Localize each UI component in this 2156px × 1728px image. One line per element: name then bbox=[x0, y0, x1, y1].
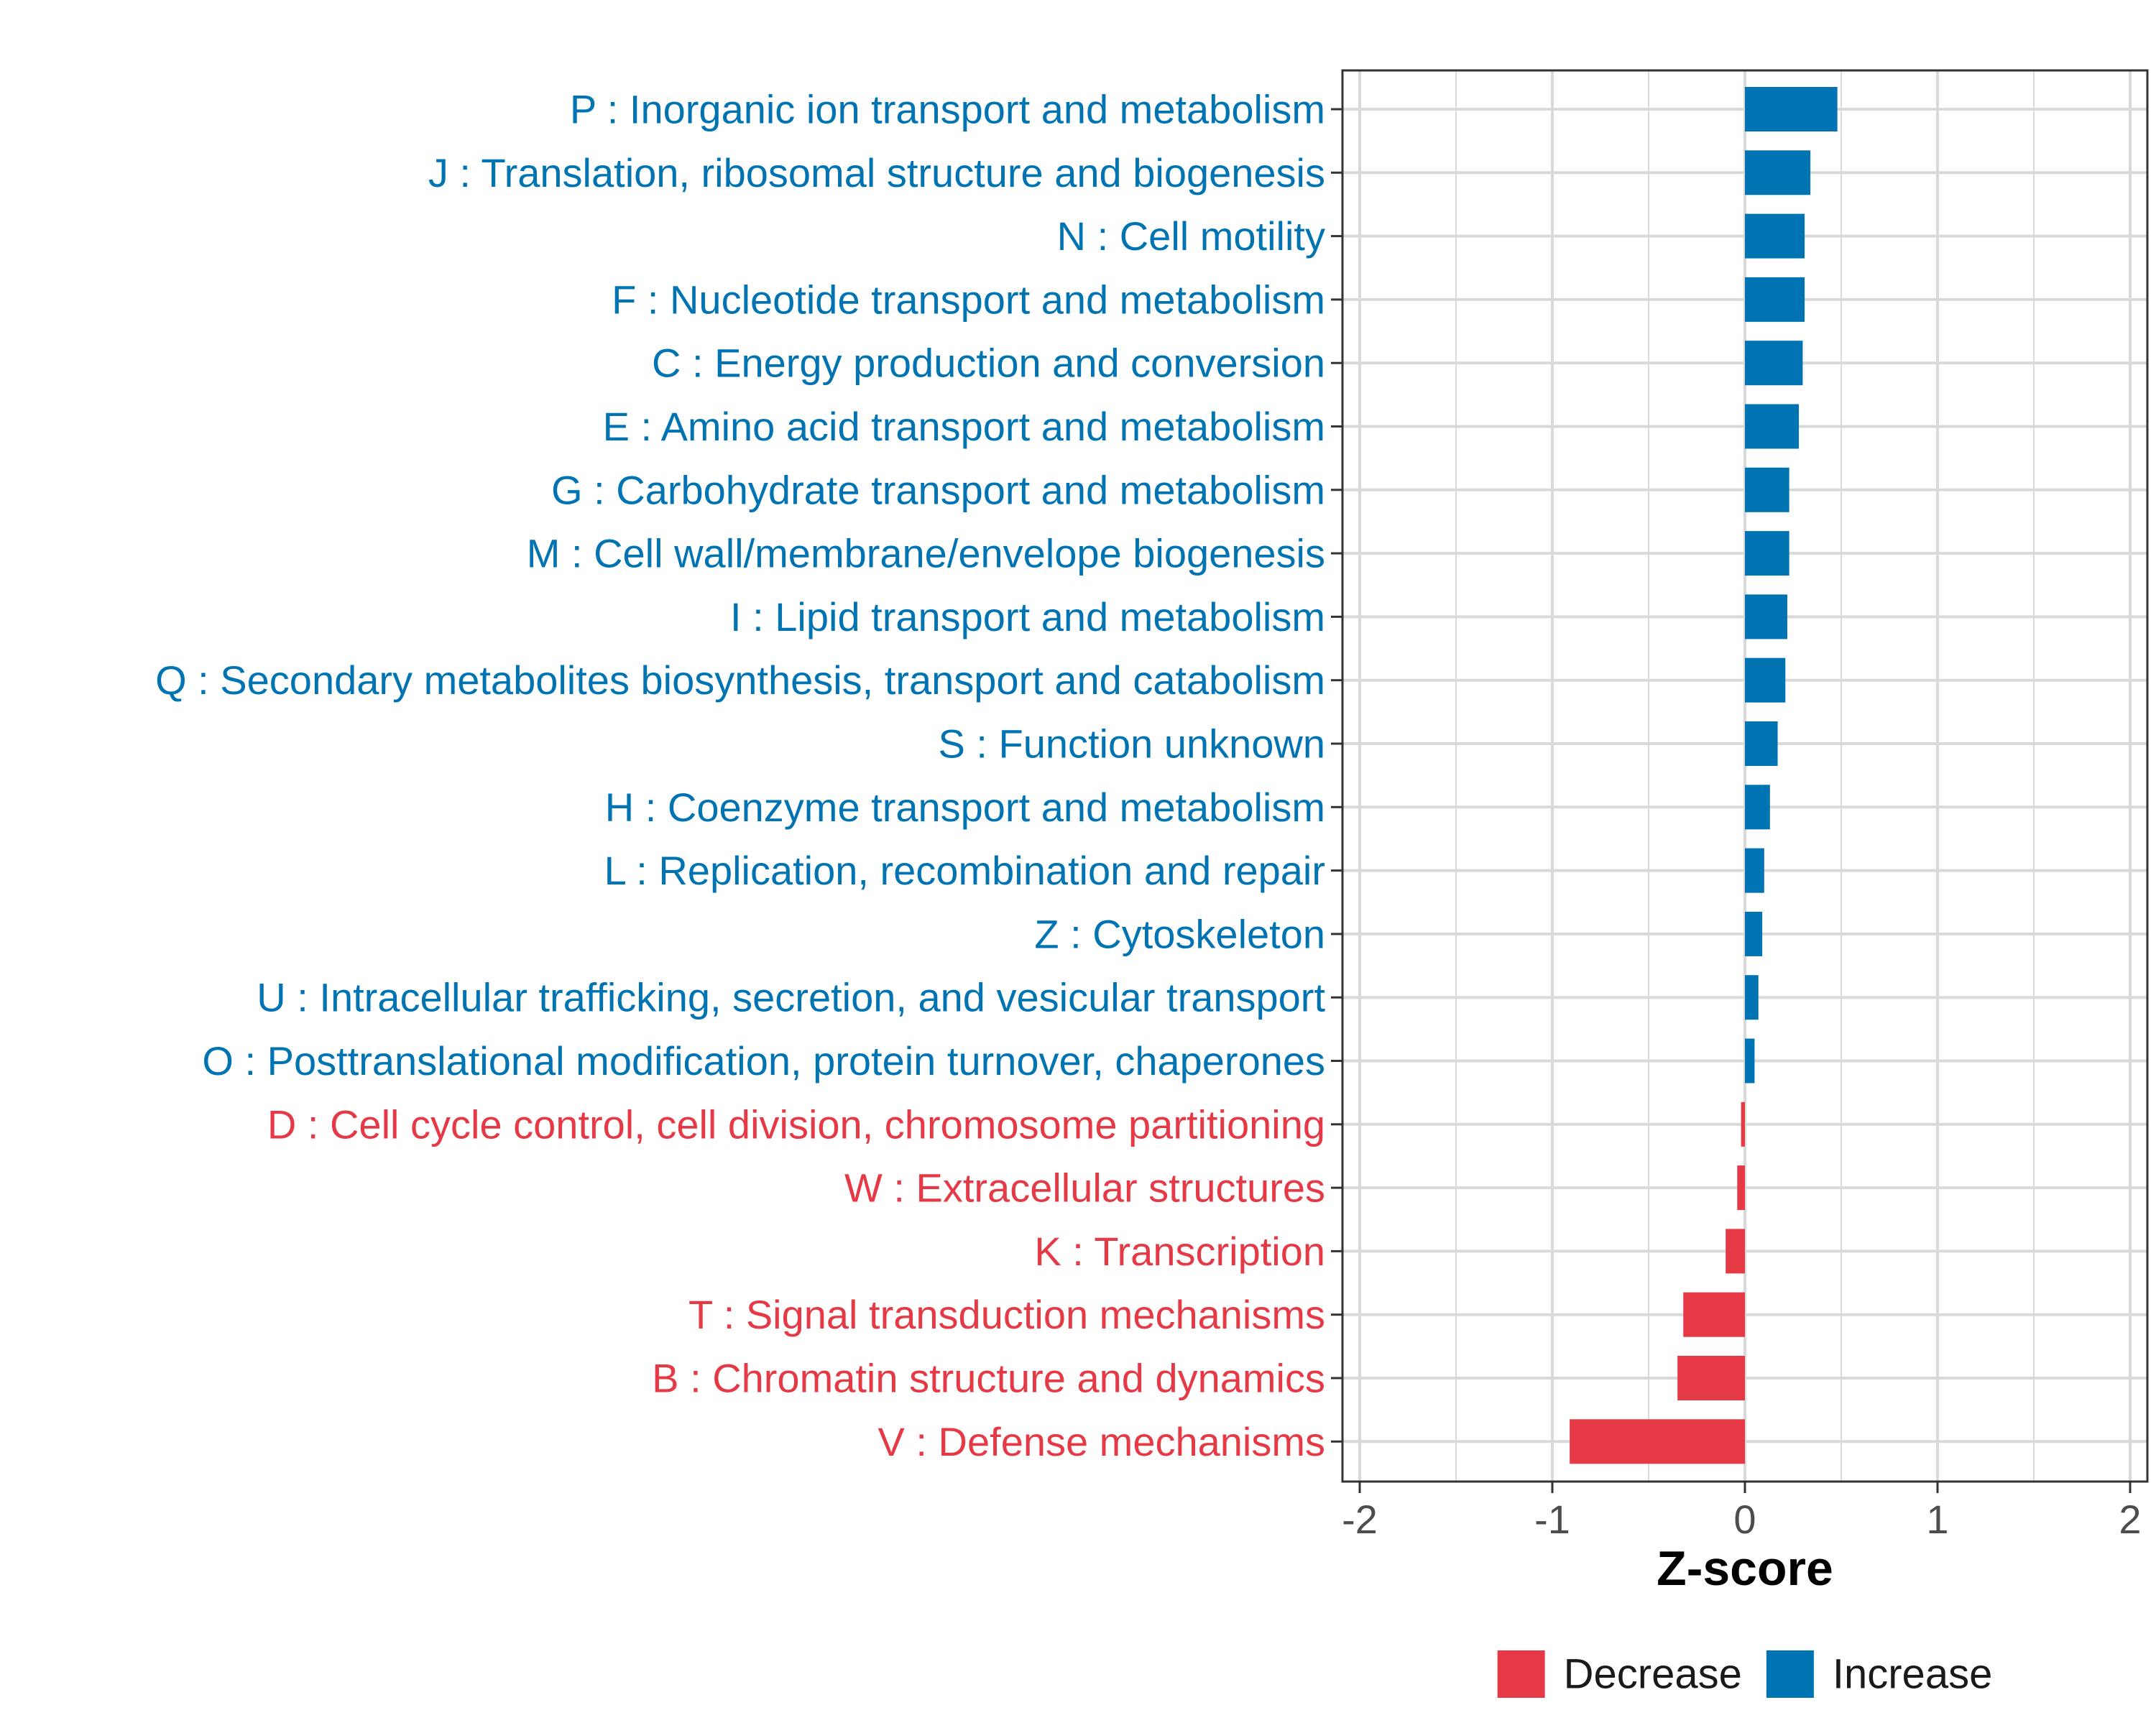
bar bbox=[1745, 341, 1803, 386]
category-label: Q : Secondary metabolites biosynthesis, … bbox=[155, 657, 1325, 703]
category-label: K : Transcription bbox=[1034, 1229, 1325, 1274]
category-label: B : Chromatin structure and dynamics bbox=[652, 1356, 1325, 1401]
x-axis-ticks: -2 -1 0 1 2 bbox=[1342, 1482, 2142, 1542]
bar bbox=[1745, 785, 1770, 830]
category-label: V : Defense mechanisms bbox=[878, 1419, 1325, 1464]
bar bbox=[1745, 848, 1764, 893]
legend-key bbox=[1497, 1650, 1545, 1698]
bar bbox=[1677, 1356, 1745, 1400]
category-label: W : Extracellular structures bbox=[844, 1165, 1325, 1211]
category-label: C : Energy production and conversion bbox=[652, 341, 1325, 386]
bar bbox=[1745, 213, 1805, 259]
bar bbox=[1745, 467, 1789, 512]
category-labels: P : Inorganic ion transport and metaboli… bbox=[155, 87, 1342, 1464]
category-label: P : Inorganic ion transport and metaboli… bbox=[570, 87, 1325, 132]
x-tick-label: 0 bbox=[1733, 1497, 1756, 1542]
category-label: J : Translation, ribosomal structure and… bbox=[428, 150, 1325, 195]
legend: Decrease Increase bbox=[1497, 1650, 1992, 1698]
category-label: O : Posttranslational modification, prot… bbox=[202, 1038, 1325, 1084]
category-label: E : Amino acid transport and metabolism bbox=[603, 404, 1325, 449]
category-label: F : Nucleotide transport and metabolism bbox=[612, 277, 1325, 322]
bar bbox=[1745, 531, 1789, 576]
bar bbox=[1745, 404, 1800, 449]
category-label: D : Cell cycle control, cell division, c… bbox=[267, 1101, 1325, 1147]
x-tick-label: -2 bbox=[1342, 1497, 1378, 1542]
legend-label: Increase bbox=[1833, 1651, 1992, 1698]
category-label: U : Intracellular trafficking, secretion… bbox=[257, 975, 1325, 1020]
bar bbox=[1737, 1165, 1745, 1211]
x-tick-label: 2 bbox=[2119, 1497, 2141, 1542]
bar bbox=[1745, 911, 1763, 956]
x-tick-label: -1 bbox=[1534, 1497, 1570, 1542]
bar bbox=[1570, 1419, 1745, 1464]
bar bbox=[1745, 594, 1787, 639]
legend-key bbox=[1766, 1650, 1814, 1698]
category-label: G : Carbohydrate transport and metabolis… bbox=[551, 467, 1325, 512]
category-label: Z : Cytoskeleton bbox=[1034, 911, 1325, 956]
legend-label: Decrease bbox=[1564, 1651, 1742, 1698]
category-label: H : Coenzyme transport and metabolism bbox=[605, 785, 1325, 830]
category-label: I : Lipid transport and metabolism bbox=[730, 594, 1325, 639]
x-tick-label: 1 bbox=[1926, 1497, 1948, 1542]
category-label: N : Cell motility bbox=[1057, 213, 1325, 259]
category-label: M : Cell wall/membrane/envelope biogenes… bbox=[527, 531, 1325, 576]
bar bbox=[1745, 975, 1759, 1020]
bar-layer bbox=[1570, 87, 1838, 1464]
category-label: T : Signal transduction mechanisms bbox=[688, 1292, 1325, 1337]
bar bbox=[1745, 277, 1805, 322]
category-label: L : Replication, recombination and repai… bbox=[604, 848, 1325, 893]
bar bbox=[1745, 150, 1811, 195]
bar bbox=[1745, 657, 1786, 703]
x-axis-title: Z-score bbox=[1657, 1541, 1833, 1596]
bar bbox=[1745, 1038, 1755, 1084]
bar bbox=[1726, 1229, 1745, 1274]
bar bbox=[1683, 1292, 1745, 1337]
bar bbox=[1745, 721, 1778, 766]
category-label: S : Function unknown bbox=[938, 721, 1325, 767]
bar bbox=[1741, 1101, 1745, 1147]
bar bbox=[1745, 87, 1838, 131]
